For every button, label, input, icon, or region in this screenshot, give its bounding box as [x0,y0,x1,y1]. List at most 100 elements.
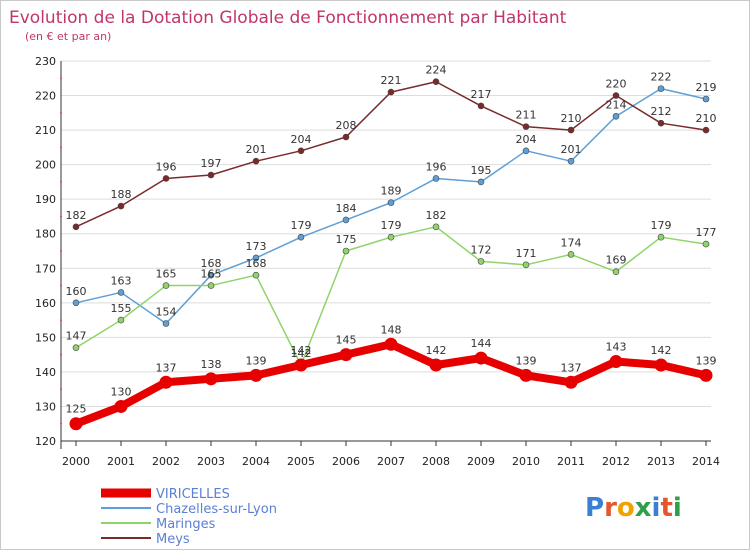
data-label-chazelles-sur-lyon: 179 [291,219,312,232]
x-tick-label: 2009 [467,455,495,468]
data-point-viricelles [474,351,488,365]
data-point-chazelles-sur-lyon [432,175,440,182]
y-minor-tick [60,388,62,391]
x-tick-label: 2011 [557,455,585,468]
data-label-maringes: 179 [651,219,672,232]
data-label-chazelles-sur-lyon: 204 [516,133,537,146]
y-tick-label: 220 [35,90,56,103]
data-point-chazelles-sur-lyon [522,147,530,155]
data-point-maringes [432,223,440,231]
data-label-chazelles-sur-lyon: 163 [111,274,132,287]
x-tick-label: 2001 [107,455,135,468]
data-point-viricelles [654,358,668,372]
data-point-meys [432,78,440,86]
data-label-viricelles: 125 [66,403,87,416]
x-tick-label: 2010 [512,455,540,468]
data-label-chazelles-sur-lyon: 201 [561,143,582,156]
data-label-meys: 217 [471,88,492,101]
data-point-viricelles [384,337,398,351]
data-label-maringes: 179 [381,219,402,232]
data-label-viricelles: 142 [426,344,447,357]
data-point-maringes [657,233,665,241]
data-label-viricelles: 139 [696,354,717,367]
data-label-viricelles: 137 [156,361,177,374]
legend-label-maringes: Maringes [156,517,216,532]
y-tick-label: 180 [35,228,56,241]
data-label-chazelles-sur-lyon: 196 [426,160,447,173]
data-point-chazelles-sur-lyon [117,289,125,296]
data-point-maringes [117,316,125,324]
data-label-chazelles-sur-lyon: 154 [156,306,177,319]
data-point-chazelles-sur-lyon [252,254,260,262]
y-tick-label: 200 [35,159,56,172]
data-point-meys [657,119,665,127]
data-point-chazelles-sur-lyon [702,95,710,103]
data-label-viricelles: 138 [201,358,222,371]
data-point-meys [522,123,530,130]
data-label-viricelles: 137 [561,361,582,374]
data-point-viricelles [159,375,173,389]
x-tick-label: 2008 [422,455,450,468]
proxiti-logo: Proxiti [585,493,682,523]
data-label-viricelles: 142 [651,344,672,357]
data-label-viricelles: 145 [336,334,357,347]
data-point-meys [207,171,215,179]
data-label-meys: 204 [291,133,312,146]
y-minor-tick [60,77,62,80]
data-label-meys: 221 [381,74,402,87]
x-tick-label: 2002 [152,455,180,468]
data-point-chazelles-sur-lyon [612,112,620,120]
y-tick-label: 230 [35,55,56,68]
data-point-maringes [477,258,485,265]
data-point-viricelles [114,399,128,413]
data-point-meys [567,126,575,134]
y-minor-tick [60,146,62,149]
data-point-chazelles-sur-lyon [387,199,395,206]
y-tick-label: 140 [35,366,56,379]
chart-subtitle: (en € et par an) [25,30,111,43]
data-point-meys [612,92,620,99]
data-point-meys [342,133,350,141]
x-tick-label: 2003 [197,455,225,468]
data-label-maringes: 147 [66,330,87,343]
data-label-maringes: 168 [246,257,267,270]
logo-letter: i [652,493,661,523]
x-tick-label: 2013 [647,455,675,468]
data-point-chazelles-sur-lyon [342,216,350,224]
data-point-maringes [702,240,710,248]
data-point-maringes [612,268,620,276]
data-label-chazelles-sur-lyon: 173 [246,240,267,253]
data-label-meys: 208 [336,119,357,132]
x-tick-label: 2000 [62,455,90,468]
series-lines [69,78,713,431]
data-point-chazelles-sur-lyon [207,271,215,279]
data-label-meys: 182 [66,209,87,222]
series-line-chazelles-sur-lyon [75,87,707,325]
x-tick-label: 2014 [692,455,720,468]
data-point-maringes [522,261,530,269]
data-point-meys [117,202,125,210]
y-tick-label: 210 [35,124,56,137]
y-minor-tick [60,319,62,322]
data-point-chazelles-sur-lyon [567,157,575,165]
data-label-meys: 201 [246,143,267,156]
data-label-viricelles: 130 [111,385,132,398]
data-label-meys: 210 [696,112,717,125]
data-label-chazelles-sur-lyon: 195 [471,164,492,177]
legend-label-viricelles: VIRICELLES [156,487,230,502]
axes: 120 130 140 150 160 170 180 190 200 210 220 230 2000… [35,55,720,468]
data-label-maringes: 172 [471,243,492,256]
data-point-chazelles-sur-lyon [477,178,485,186]
data-point-viricelles [294,358,308,372]
x-tick-label: 2006 [332,455,360,468]
data-label-chazelles-sur-lyon: 214 [606,98,627,111]
data-point-meys [297,147,305,155]
data-label-maringes: 165 [201,268,222,281]
data-point-maringes [567,251,575,258]
y-minor-tick [60,250,62,252]
data-label-viricelles: 139 [516,354,537,367]
logo-letter: x [635,493,652,523]
data-point-viricelles [699,368,713,382]
data-label-viricelles: 148 [381,323,402,336]
